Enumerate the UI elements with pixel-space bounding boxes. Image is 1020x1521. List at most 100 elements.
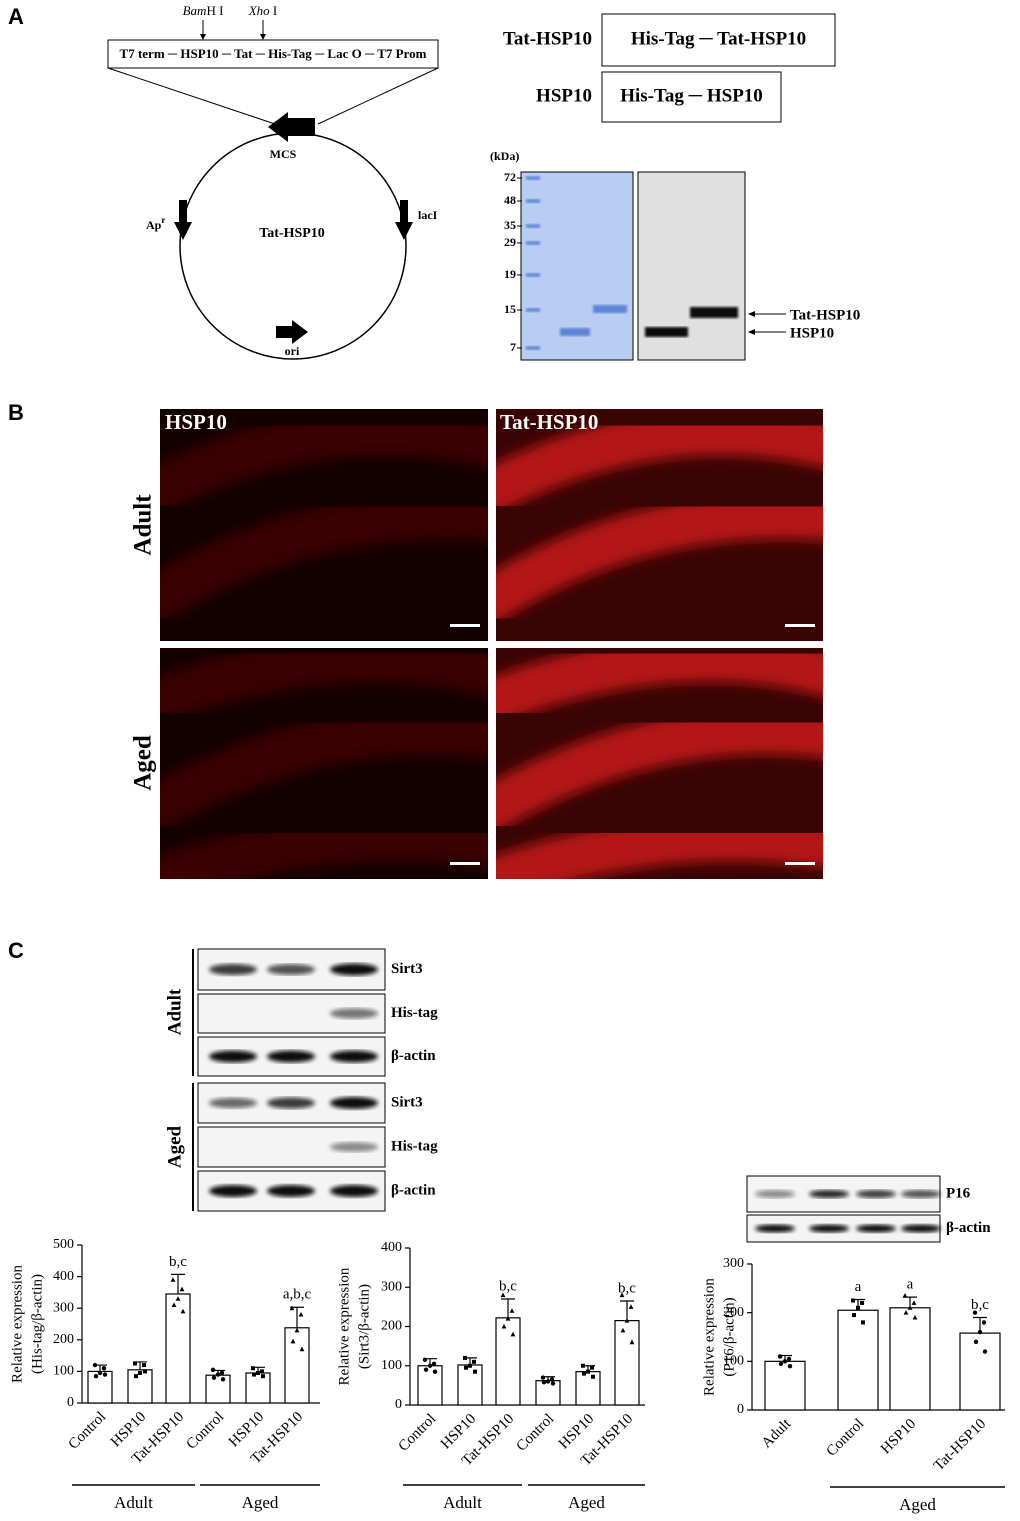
- group-label: Aged: [242, 1493, 279, 1512]
- image-column-label: HSP10: [165, 410, 227, 434]
- y-tick-label: 200: [381, 1319, 402, 1334]
- blot-row-label: His-tag: [391, 1005, 438, 1021]
- data-point: [852, 1313, 856, 1318]
- data-point: [620, 1327, 626, 1333]
- blot-row-label: Sirt3: [391, 961, 423, 977]
- data-point: [102, 1372, 108, 1377]
- data-point: [778, 1361, 784, 1366]
- blot-band: [267, 1050, 315, 1063]
- data-point: [851, 1298, 855, 1303]
- micrograph: [160, 648, 488, 879]
- data-point: [138, 1370, 142, 1375]
- data-point: [777, 1354, 783, 1359]
- data-point: [912, 1314, 918, 1320]
- data-point: [856, 1305, 860, 1310]
- blot-band: [267, 1097, 315, 1109]
- cell-layer: [496, 648, 823, 725]
- restriction-site: BamH I: [183, 3, 224, 18]
- bar: [575, 1371, 601, 1406]
- y-tick-label: 0: [67, 1395, 74, 1410]
- x-tick-label: Control: [824, 1416, 868, 1460]
- marker-band: [526, 273, 540, 277]
- bar: [165, 1293, 191, 1404]
- restriction-site: Xho I: [248, 3, 278, 18]
- data-point: [463, 1355, 467, 1360]
- gel-unit: (kDa): [490, 149, 519, 163]
- marker-band: [526, 346, 540, 350]
- blot-band: [209, 1097, 257, 1109]
- data-point: [510, 1331, 516, 1337]
- data-point: [628, 1304, 634, 1309]
- data-point: [175, 1296, 181, 1301]
- y-tick-label: 300: [53, 1300, 74, 1315]
- data-point: [252, 1372, 256, 1377]
- data-point: [540, 1375, 546, 1380]
- micrograph: [160, 409, 488, 641]
- amp-arrow: [174, 200, 192, 240]
- error-bar: [620, 1300, 634, 1321]
- cell-layer: [496, 492, 823, 624]
- data-point: [981, 1320, 987, 1325]
- x-tick-label: HSP10: [878, 1416, 919, 1457]
- construct-name: Tat-HSP10: [503, 28, 592, 49]
- data-point: [289, 1305, 295, 1311]
- significance-label: b,c: [499, 1278, 517, 1294]
- data-point: [787, 1364, 793, 1369]
- data-point: [505, 1316, 511, 1321]
- blot-band: [809, 1190, 849, 1198]
- blot-band: [809, 1224, 849, 1233]
- blot-band: [267, 964, 315, 975]
- bar: [889, 1307, 931, 1411]
- site-italic: Bam: [183, 3, 207, 18]
- blot-group-label: Aged: [164, 1125, 185, 1168]
- y-axis-label: Relative expression: [336, 1267, 352, 1385]
- group-label: Aged: [568, 1493, 605, 1512]
- data-point: [171, 1302, 177, 1308]
- significance-label: b,c: [169, 1254, 187, 1270]
- data-point: [509, 1308, 515, 1313]
- blot-band: [856, 1224, 896, 1233]
- blot-row-label: Sirt3: [391, 1094, 423, 1110]
- bar: [457, 1364, 483, 1406]
- bar: [495, 1317, 521, 1406]
- data-point: [545, 1379, 551, 1384]
- data-point: [179, 1286, 185, 1292]
- construct-box-text: His-Tag ─ Tat-HSP10: [631, 28, 806, 49]
- blot-row-label: P16: [946, 1185, 971, 1201]
- data-point: [977, 1329, 983, 1335]
- significance-label: b,c: [618, 1280, 636, 1296]
- data-point: [210, 1367, 216, 1373]
- y-tick-label: 100: [53, 1364, 74, 1379]
- data-point: [549, 1377, 555, 1382]
- blot-band: [209, 1185, 257, 1197]
- y-tick-label: 0: [395, 1397, 402, 1412]
- data-point: [92, 1362, 98, 1368]
- data-point: [423, 1367, 429, 1372]
- data-point: [500, 1292, 506, 1298]
- bar: [959, 1332, 1001, 1411]
- x-tick-label: Adult: [759, 1415, 795, 1451]
- data-point: [220, 1377, 226, 1382]
- data-point: [586, 1369, 590, 1374]
- blot-group-label: Adult: [164, 988, 185, 1035]
- data-point: [782, 1359, 788, 1364]
- data-point: [432, 1369, 438, 1374]
- error-bar: [501, 1298, 515, 1318]
- y-tick-label: 100: [723, 1354, 744, 1369]
- cell-layer: [496, 708, 823, 833]
- data-point: [93, 1373, 99, 1379]
- x-tick-label: Tat-HSP10: [931, 1416, 989, 1474]
- y-tick-label: 500: [53, 1237, 74, 1252]
- band-label: Tat-HSP10: [790, 307, 860, 323]
- blot-band: [330, 1185, 378, 1197]
- data-point: [170, 1277, 176, 1282]
- blot-row-label: β-actin: [391, 1182, 436, 1198]
- x-tick-label: Control: [66, 1409, 110, 1453]
- y-tick-label: 300: [381, 1279, 402, 1294]
- y-tick-label: 0: [737, 1402, 744, 1417]
- zoom-line: [317, 67, 439, 125]
- y-tick-label: 300: [723, 1256, 744, 1271]
- data-point: [590, 1365, 594, 1370]
- data-point: [972, 1310, 978, 1315]
